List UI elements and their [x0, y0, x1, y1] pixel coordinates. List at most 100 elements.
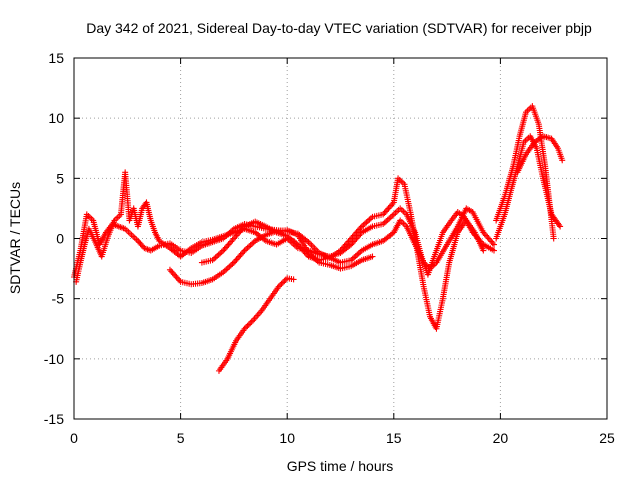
series-track-5 — [215, 275, 297, 374]
data-point — [238, 250, 245, 257]
data-point — [491, 241, 498, 248]
x-tick-label: 15 — [386, 430, 402, 446]
data-point — [241, 325, 248, 332]
data-point — [384, 216, 391, 223]
data-point — [215, 251, 222, 258]
data-point — [356, 232, 363, 239]
data-point — [217, 250, 224, 257]
data-point — [485, 235, 492, 242]
data-point — [354, 251, 361, 258]
grid — [74, 58, 607, 419]
data-point — [355, 250, 362, 257]
data-point — [247, 242, 254, 249]
data-point — [166, 266, 173, 273]
y-tick-label: 0 — [56, 231, 64, 247]
data-point — [366, 216, 373, 223]
data-point — [385, 205, 392, 212]
data-point — [212, 254, 219, 261]
data-point — [350, 238, 357, 245]
data-point — [550, 235, 557, 242]
data-point — [223, 266, 230, 273]
data-point — [345, 238, 352, 245]
series-track-8 — [514, 133, 566, 176]
data-point — [220, 247, 227, 254]
data-point — [353, 235, 360, 242]
data-point — [363, 219, 370, 226]
data-point — [559, 157, 566, 164]
data-point — [350, 232, 357, 239]
data-point — [233, 256, 240, 263]
y-tick-label: 10 — [48, 110, 64, 126]
data-point — [173, 274, 180, 281]
data-point — [227, 262, 234, 269]
data-point — [386, 203, 393, 210]
data-point — [247, 320, 254, 327]
data-point — [346, 237, 353, 244]
data-point — [353, 229, 360, 236]
data-point — [246, 243, 253, 250]
series-track-7 — [493, 103, 557, 242]
data-point — [352, 253, 359, 260]
data-point — [222, 244, 229, 251]
data-point — [218, 248, 225, 255]
data-point — [383, 218, 390, 225]
data-point — [230, 235, 237, 242]
y-axis-label: SDTVAR / TECUs — [7, 182, 23, 294]
x-tick-label: 20 — [493, 430, 509, 446]
plot-frame — [73, 57, 608, 420]
data-point — [387, 214, 394, 221]
axis-ticks: 0 5 10 15 20 25 -15 -10 -5 0 5 10 15 — [44, 50, 615, 446]
data-point — [214, 253, 221, 260]
series-track-4 — [198, 175, 487, 332]
data-point — [349, 240, 356, 247]
data-point — [488, 238, 495, 245]
data-point — [360, 222, 367, 229]
data-point — [234, 255, 241, 262]
data-point — [138, 242, 145, 249]
x-tick-label: 25 — [599, 430, 615, 446]
data-point — [349, 233, 356, 240]
data-point — [232, 258, 239, 265]
data-point — [483, 232, 490, 239]
y-tick-label: 5 — [56, 170, 64, 186]
data-point — [225, 241, 232, 248]
data-point — [242, 324, 249, 331]
data-point — [388, 202, 395, 209]
x-tick-label: 10 — [279, 430, 295, 446]
data-point — [310, 243, 317, 250]
data-point — [484, 233, 491, 240]
data-point — [221, 246, 228, 253]
data-point — [278, 280, 285, 287]
data-point — [169, 269, 176, 276]
data-point — [134, 237, 141, 244]
data-point — [354, 233, 361, 240]
data-point — [491, 247, 498, 254]
data-point — [361, 220, 368, 227]
data-marks — [71, 103, 566, 374]
data-point — [226, 240, 233, 247]
data-point — [382, 208, 389, 215]
data-point — [307, 240, 314, 247]
data-point — [244, 244, 251, 251]
data-point — [290, 276, 297, 283]
data-point — [241, 247, 248, 254]
x-tick-label: 5 — [177, 430, 185, 446]
data-point — [351, 254, 358, 261]
y-tick-label: -10 — [44, 351, 64, 367]
data-point — [282, 276, 289, 283]
data-point — [244, 322, 251, 329]
data-point — [364, 217, 371, 224]
x-axis-label: GPS time / hours — [287, 458, 394, 474]
data-point — [224, 265, 231, 272]
data-point — [487, 237, 494, 244]
data-point — [172, 272, 179, 279]
data-point — [277, 282, 284, 289]
data-point — [281, 278, 288, 285]
data-point — [226, 263, 233, 270]
data-point — [229, 260, 236, 267]
data-point — [232, 233, 239, 240]
data-point — [240, 249, 247, 256]
data-point — [137, 240, 144, 247]
data-point — [354, 227, 361, 234]
